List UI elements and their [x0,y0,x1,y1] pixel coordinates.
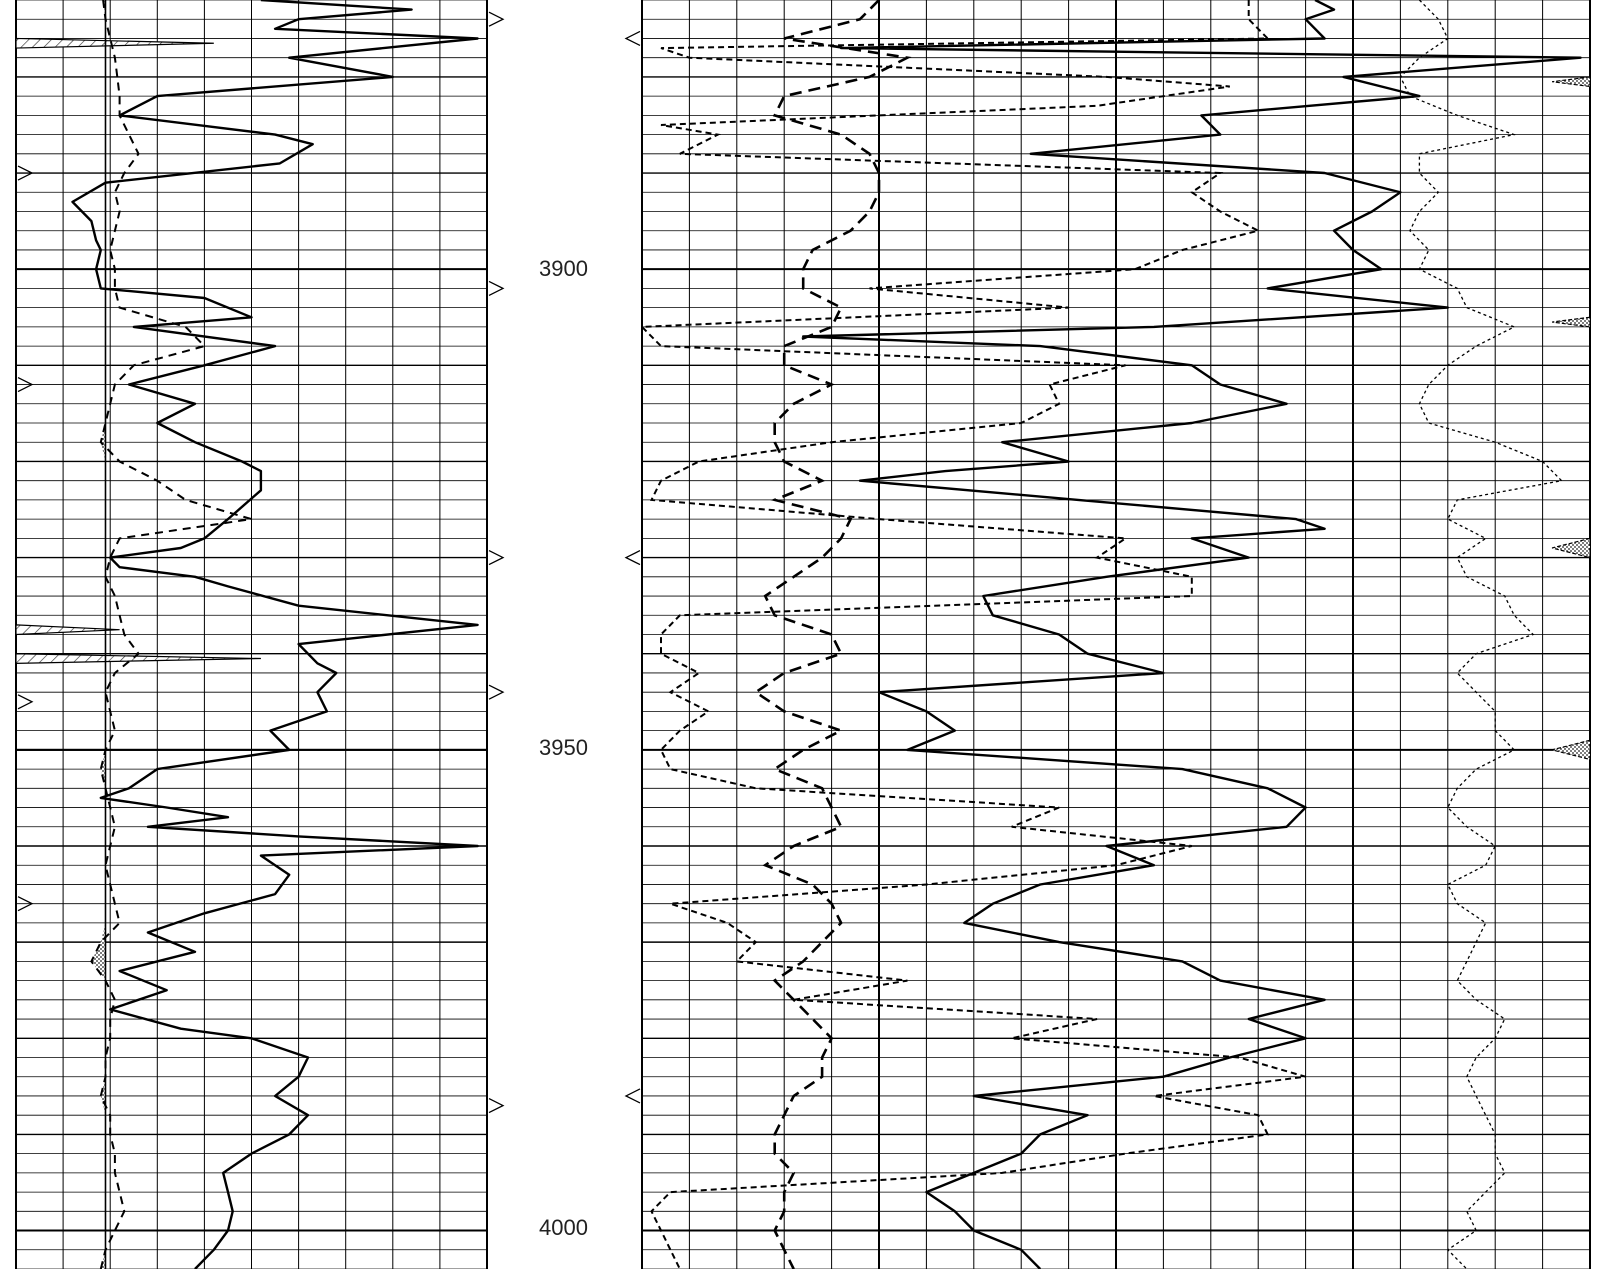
hatched-fill [15,37,214,49]
right-track-markers [624,30,641,1104]
hatched-fill [15,624,120,636]
sp-curve [90,0,252,1269]
right-short-dash-curve [639,0,1306,1269]
depth-label-4000: 4000 [539,1215,588,1240]
depth-marker-right [488,684,505,700]
right-track-fills [1551,76,1591,761]
left-log-track [15,0,505,1269]
depth-marker-right [488,11,505,27]
depth-marker-right [488,1097,505,1114]
sp-shale-fill [91,0,106,1269]
stippled-fill [1551,739,1591,761]
depth-marker-track [624,1088,641,1104]
depth-label-3950: 3950 [539,735,588,760]
left-track-fills [15,0,261,1269]
depth-track: 3900 3950 4000 [539,256,588,1240]
right-track-grid [641,0,1591,1269]
left-track-markers [17,11,505,1114]
left-track-curves [71,0,479,1269]
depth-marker-left [17,376,34,393]
depth-label-3900: 3900 [539,256,588,281]
gamma-ray-curve [71,0,479,1269]
right-log-track [624,0,1591,1269]
depth-marker-left [17,694,34,710]
stippled-fill [1552,76,1591,88]
depth-marker-right [488,280,505,296]
depth-marker-track [624,550,641,566]
stippled-fill [1551,537,1591,559]
hatched-fill [15,653,261,664]
stippled-fill [1552,316,1591,328]
depth-marker-right [488,550,505,566]
right-long-dash-curve [753,0,912,1269]
depth-marker-left [17,896,34,912]
right-track-curves [639,0,1582,1269]
right-solid-curve [802,0,1582,1269]
right-dotted-curve [1399,0,1563,1269]
depth-marker-left [17,165,34,181]
depth-marker-track [624,30,641,47]
left-track-grid [15,0,488,1269]
